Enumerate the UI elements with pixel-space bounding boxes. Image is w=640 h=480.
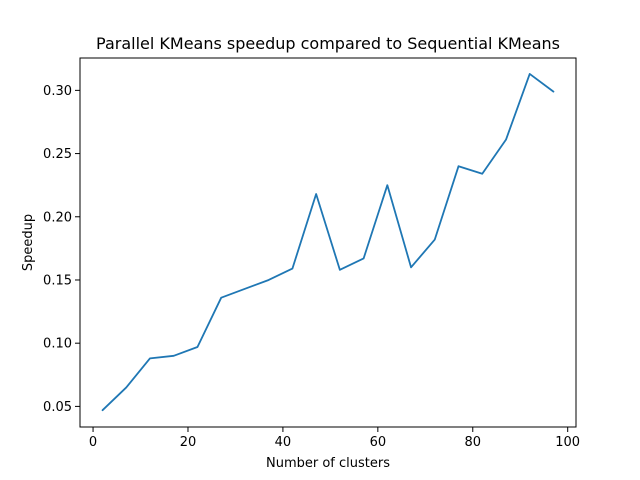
x-tick-label: 80 — [464, 435, 481, 450]
y-tick-label: 0.10 — [43, 337, 72, 352]
x-tick-label: 20 — [180, 435, 197, 450]
y-tick-label: 0.25 — [43, 147, 72, 162]
y-tick-label: 0.30 — [43, 84, 72, 99]
y-axis-label: Speedup — [21, 214, 36, 271]
y-tick-label: 0.20 — [43, 210, 72, 225]
y-tick-label: 0.15 — [43, 273, 72, 288]
y-axis: 0.05 0.10 0.15 0.20 0.25 0.30 — [43, 84, 80, 415]
series-group — [101, 73, 555, 412]
plot-frame — [79, 57, 577, 428]
x-tick-label: 0 — [89, 435, 97, 450]
x-tick-label: 60 — [370, 435, 387, 450]
chart-title: Parallel KMeans speedup compared to Sequ… — [96, 34, 560, 53]
x-tick-label: 40 — [275, 435, 292, 450]
plot-area — [79, 57, 577, 428]
y-tick-label: 0.05 — [43, 400, 72, 415]
x-axis-label: Number of clusters — [266, 456, 390, 471]
x-axis: 0 20 40 60 80 100 — [89, 427, 580, 450]
x-tick-label: 100 — [555, 435, 580, 450]
series-line — [101, 73, 555, 412]
